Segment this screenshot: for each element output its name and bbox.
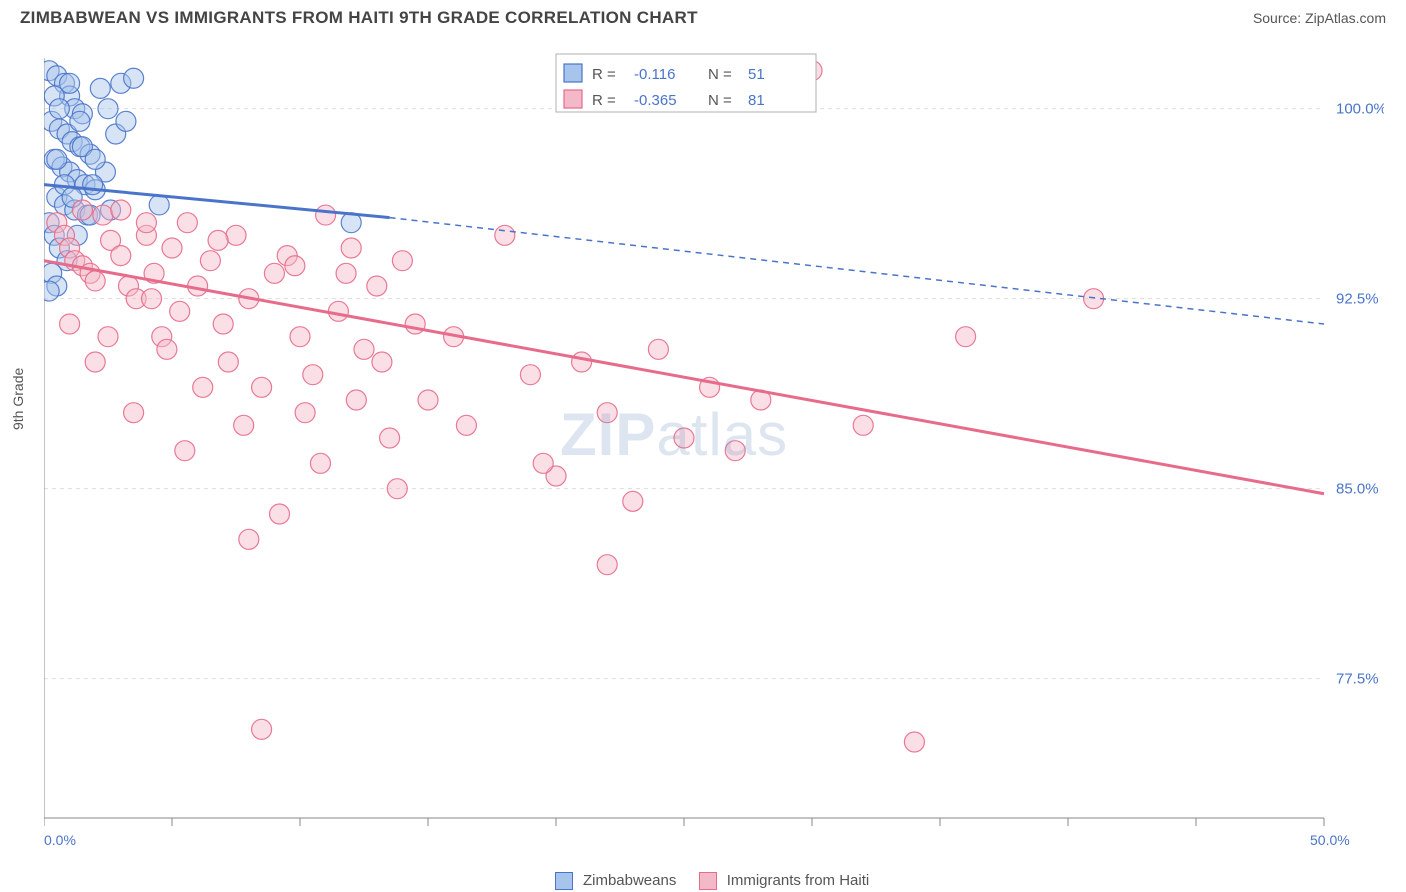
svg-text:N =: N = bbox=[708, 92, 732, 109]
legend-swatch-blue bbox=[555, 872, 573, 890]
legend-swatch-pink bbox=[699, 872, 717, 890]
legend-label-zimbabweans: Zimbabweans bbox=[583, 872, 676, 889]
svg-text:85.0%: 85.0% bbox=[1336, 481, 1379, 498]
svg-text:N =: N = bbox=[708, 66, 732, 83]
bottom-legend: Zimbabweans Immigrants from Haiti bbox=[0, 872, 1406, 890]
scatter-chart: 77.5% 85.0% 92.5% 100.0% R = -0.116 N = 51 R = -0… bbox=[44, 48, 1384, 828]
svg-text:-0.116: -0.116 bbox=[634, 66, 675, 83]
svg-text:100.0%: 100.0% bbox=[1336, 101, 1384, 118]
svg-text:R =: R = bbox=[592, 92, 616, 109]
y-axis-label: 9th Grade bbox=[10, 368, 26, 430]
header: ZIMBABWEAN VS IMMIGRANTS FROM HAITI 9TH … bbox=[0, 0, 1406, 32]
svg-text:51: 51 bbox=[748, 66, 765, 83]
svg-text:-0.365: -0.365 bbox=[634, 92, 677, 109]
chart-title: ZIMBABWEAN VS IMMIGRANTS FROM HAITI 9TH … bbox=[20, 8, 698, 28]
svg-text:92.5%: 92.5% bbox=[1336, 291, 1379, 308]
svg-text:R =: R = bbox=[592, 66, 616, 83]
legend-label-haiti: Immigrants from Haiti bbox=[727, 872, 870, 889]
svg-text:77.5%: 77.5% bbox=[1336, 671, 1379, 688]
svg-text:81: 81 bbox=[748, 92, 765, 109]
x-tick-0: 0.0% bbox=[44, 832, 76, 848]
x-tick-50: 50.0% bbox=[1310, 832, 1350, 848]
source-label: Source: ZipAtlas.com bbox=[1253, 10, 1386, 26]
chart-area: 77.5% 85.0% 92.5% 100.0% R = -0.116 N = 51 R = -0… bbox=[44, 48, 1384, 808]
